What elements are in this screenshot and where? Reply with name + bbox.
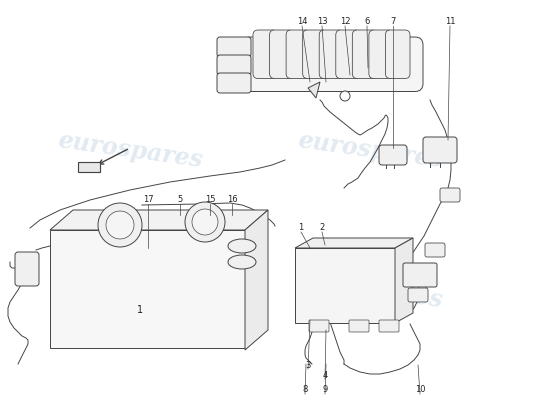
Circle shape [98,203,142,247]
FancyBboxPatch shape [379,320,399,332]
Text: 10: 10 [415,386,425,394]
Text: 5: 5 [177,196,183,204]
FancyBboxPatch shape [217,73,251,93]
Circle shape [106,211,134,239]
FancyBboxPatch shape [423,137,457,163]
Text: 4: 4 [322,370,328,380]
FancyBboxPatch shape [336,30,360,78]
FancyBboxPatch shape [408,288,428,302]
FancyBboxPatch shape [369,30,393,78]
Circle shape [185,202,225,242]
Text: 17: 17 [142,196,153,204]
Text: eurospares: eurospares [296,128,444,172]
FancyBboxPatch shape [319,30,344,78]
Text: 14: 14 [297,18,307,26]
Text: 16: 16 [227,196,237,204]
FancyBboxPatch shape [217,37,251,57]
Text: 15: 15 [205,196,215,204]
Text: 13: 13 [317,18,327,26]
FancyBboxPatch shape [403,263,437,287]
FancyBboxPatch shape [425,243,445,257]
Polygon shape [50,230,245,348]
FancyBboxPatch shape [309,320,329,332]
FancyBboxPatch shape [286,30,311,78]
Text: eurospares: eurospares [56,128,204,172]
Text: 1: 1 [298,224,304,232]
Polygon shape [245,210,268,350]
Polygon shape [295,248,395,323]
FancyBboxPatch shape [386,30,410,78]
Text: eurospares: eurospares [296,268,444,312]
Text: 3: 3 [305,360,311,370]
Polygon shape [78,162,100,172]
Circle shape [340,91,350,101]
FancyBboxPatch shape [440,188,460,202]
Text: eurospares: eurospares [56,268,204,312]
Text: 7: 7 [390,18,395,26]
Polygon shape [295,238,413,248]
FancyBboxPatch shape [353,30,377,78]
FancyBboxPatch shape [379,145,407,165]
Text: 8: 8 [302,386,307,394]
Ellipse shape [228,255,256,269]
Text: 1: 1 [137,305,143,315]
Ellipse shape [228,239,256,253]
Text: 9: 9 [322,386,328,394]
FancyBboxPatch shape [242,37,423,92]
Polygon shape [308,82,320,98]
Text: 6: 6 [364,18,370,26]
Text: 2: 2 [320,224,324,232]
FancyBboxPatch shape [253,30,278,78]
Polygon shape [50,210,268,230]
FancyBboxPatch shape [217,55,251,75]
Text: 11: 11 [445,18,455,26]
FancyBboxPatch shape [15,252,39,286]
Text: 12: 12 [340,18,350,26]
FancyBboxPatch shape [270,30,294,78]
FancyBboxPatch shape [349,320,369,332]
Circle shape [192,209,218,235]
Polygon shape [395,238,413,323]
FancyBboxPatch shape [302,30,327,78]
